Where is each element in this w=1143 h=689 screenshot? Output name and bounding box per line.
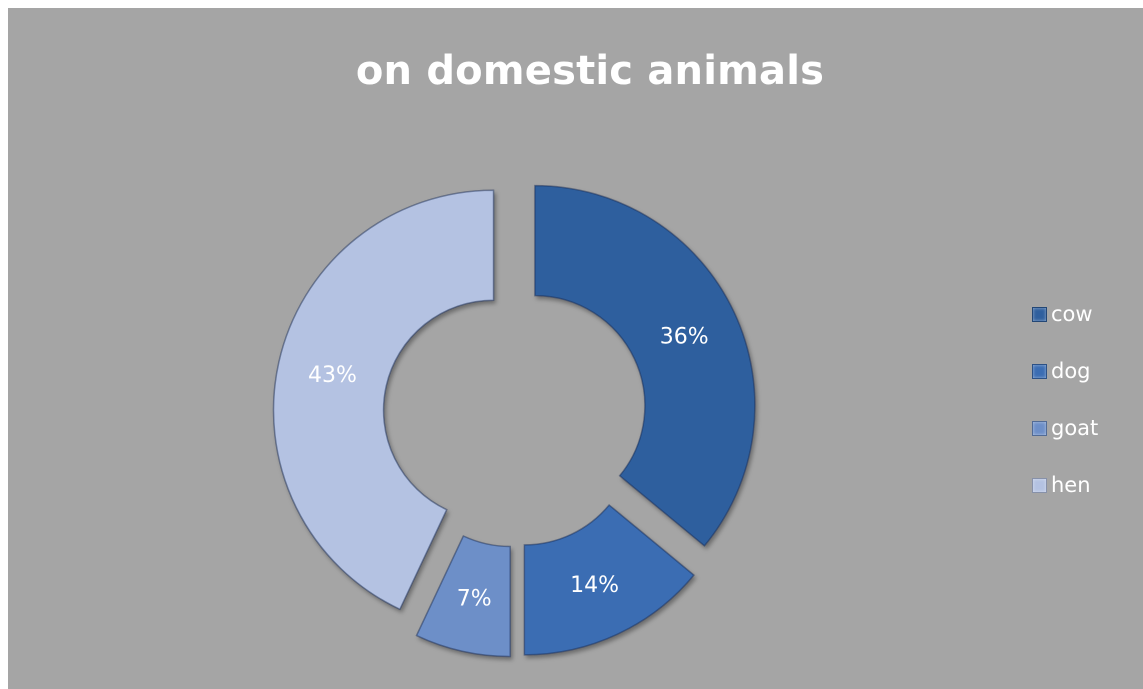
- data-label-hen: 43%: [308, 363, 357, 388]
- legend-item-cow: cow: [1032, 300, 1142, 328]
- donut-slice-goat: [415, 535, 511, 658]
- legend-item-hen: hen: [1032, 471, 1142, 499]
- data-label-dog: 14%: [570, 573, 619, 598]
- donut-slice-cow: [534, 184, 756, 547]
- legend-label-hen: hen: [1051, 473, 1091, 497]
- legend-item-dog: dog: [1032, 357, 1142, 385]
- chart-title: on domestic animals: [355, 48, 825, 94]
- legend-swatch-goat: [1032, 420, 1047, 436]
- donut-slice-dog: [523, 503, 695, 656]
- legend-swatch-hen: [1032, 477, 1047, 493]
- legend-swatch-cow: [1032, 306, 1047, 322]
- legend: cow dog goat hen: [1032, 300, 1142, 528]
- legend-label-cow: cow: [1051, 302, 1093, 326]
- donut-slice-hen: [272, 189, 495, 611]
- legend-item-goat: goat: [1032, 414, 1142, 442]
- data-label-cow: 36%: [660, 324, 709, 349]
- data-label-goat: 7%: [457, 586, 492, 611]
- legend-label-goat: goat: [1051, 416, 1099, 440]
- legend-swatch-dog: [1032, 363, 1047, 379]
- legend-label-dog: dog: [1051, 359, 1091, 383]
